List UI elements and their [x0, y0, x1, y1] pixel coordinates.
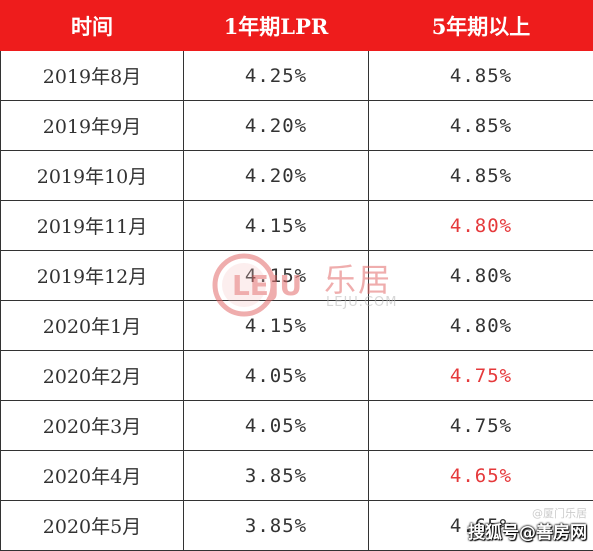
table-row: 2020年2月 4.05% 4.75%	[0, 350, 593, 401]
cell-5y-lpr: 4.80%	[368, 200, 593, 251]
table-row: 2019年12月 4.15% 4.80%	[0, 250, 593, 301]
cell-1y-lpr: 4.25%	[183, 50, 369, 101]
cell-time: 2020年3月	[0, 400, 184, 451]
cell-5y-lpr: 4.65%	[368, 450, 593, 501]
cell-5y-lpr: 4.85%	[368, 100, 593, 151]
header-5y-lpr: 5年期以上	[368, 0, 593, 51]
cell-1y-lpr: 4.15%	[183, 200, 369, 251]
cell-time: 2019年8月	[0, 50, 184, 101]
source-caption: @厦门乐居 搜狐号@善房网	[468, 507, 587, 543]
table-row: 2020年1月 4.15% 4.80%	[0, 300, 593, 351]
source-caption-main: 搜狐号@善房网	[468, 522, 587, 543]
source-caption-small: @厦门乐居	[532, 507, 587, 520]
header-1y-lpr: 1年期LPR	[183, 0, 369, 51]
cell-time: 2020年1月	[0, 300, 184, 351]
cell-1y-lpr: 4.15%	[183, 300, 369, 351]
cell-5y-lpr: 4.75%	[368, 400, 593, 451]
header-time: 时间	[0, 0, 184, 51]
cell-5y-lpr: 4.75%	[368, 350, 593, 401]
table-row: 2019年10月 4.20% 4.85%	[0, 150, 593, 201]
table-row: 2019年11月 4.15% 4.80%	[0, 200, 593, 251]
cell-1y-lpr: 4.05%	[183, 350, 369, 401]
cell-time: 2019年11月	[0, 200, 184, 251]
table-row: 2020年3月 4.05% 4.75%	[0, 400, 593, 451]
cell-1y-lpr: 4.20%	[183, 150, 369, 201]
cell-5y-lpr: 4.80%	[368, 300, 593, 351]
cell-5y-lpr: 4.85%	[368, 150, 593, 201]
table-row: 2020年4月 3.85% 4.65%	[0, 450, 593, 501]
cell-time: 2020年2月	[0, 350, 184, 401]
cell-time: 2020年5月	[0, 500, 184, 551]
cell-1y-lpr: 3.85%	[183, 450, 369, 501]
table-row: 2019年9月 4.20% 4.85%	[0, 100, 593, 151]
cell-time: 2019年10月	[0, 150, 184, 201]
cell-5y-lpr: 4.85%	[368, 50, 593, 101]
cell-5y-lpr: 4.80%	[368, 250, 593, 301]
table-row: 2019年8月 4.25% 4.85%	[0, 50, 593, 101]
cell-1y-lpr: 3.85%	[183, 500, 369, 551]
cell-time: 2019年12月	[0, 250, 184, 301]
cell-time: 2020年4月	[0, 450, 184, 501]
cell-1y-lpr: 4.05%	[183, 400, 369, 451]
cell-1y-lpr: 4.15%	[183, 250, 369, 301]
cell-1y-lpr: 4.20%	[183, 100, 369, 151]
table-header-row: 时间 1年期LPR 5年期以上	[0, 0, 593, 51]
cell-time: 2019年9月	[0, 100, 184, 151]
